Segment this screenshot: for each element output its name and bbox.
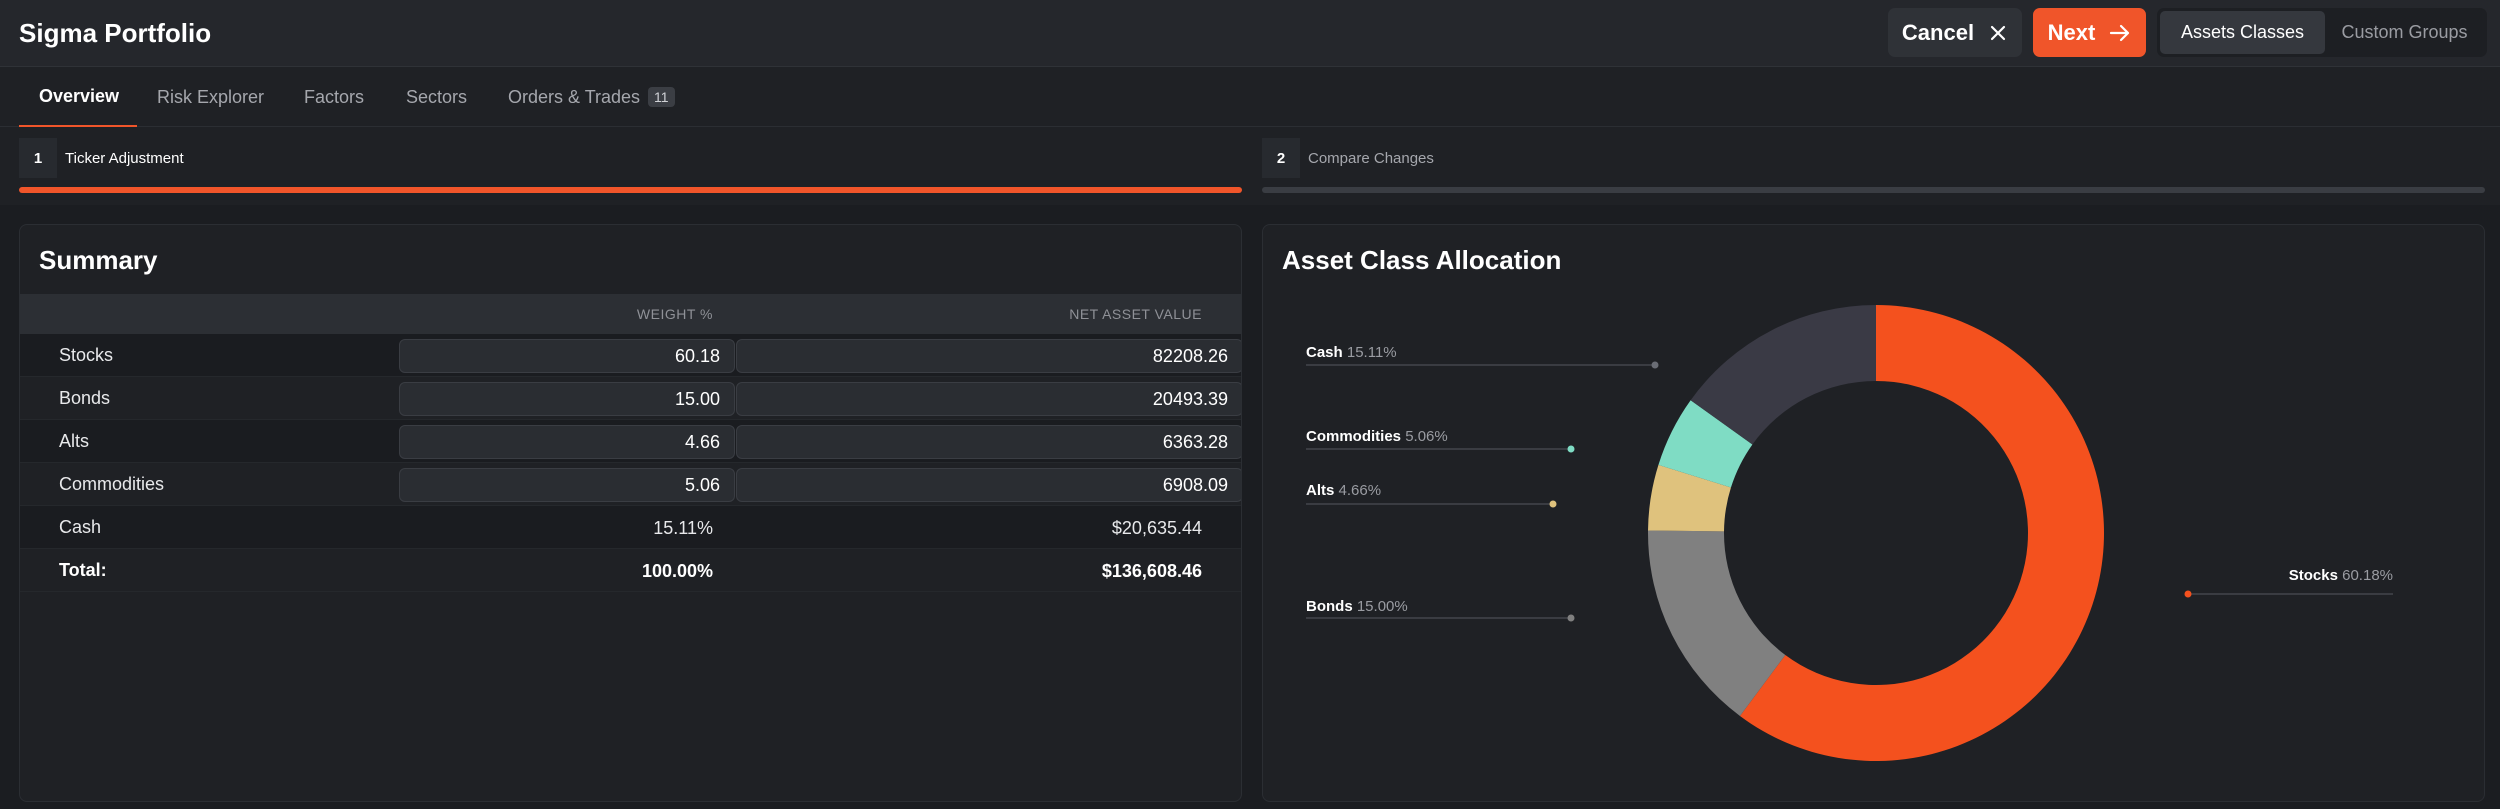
nav-input[interactable] bbox=[736, 382, 1241, 416]
grouping-toggle: Assets Classes Custom Groups bbox=[2157, 8, 2487, 57]
step-label: Ticker Adjustment bbox=[65, 149, 184, 167]
main-tabs: Overview Risk Explorer Factors Sectors O… bbox=[0, 67, 2500, 127]
tab-overview[interactable]: Overview bbox=[19, 67, 137, 127]
app-header: Sigma Portfolio Cancel Next Assets Class… bbox=[0, 0, 2500, 67]
table-row: Bonds bbox=[20, 377, 1241, 420]
column-header-nav: NET ASSET VALUE bbox=[1069, 306, 1202, 322]
summary-table-header: WEIGHT % NET ASSET VALUE bbox=[20, 294, 1241, 334]
leader-dot bbox=[1651, 361, 1659, 369]
donut-label-commodities: Commodities 5.06% bbox=[1306, 428, 1575, 453]
donut-slice-bonds[interactable] bbox=[1648, 530, 1786, 716]
step-number: 2 bbox=[1262, 138, 1300, 178]
total-weight: 100.00% bbox=[641, 561, 713, 581]
total-row: Total: 100.00% $136,608.46 bbox=[20, 549, 1241, 592]
allocation-donut-chart: Stocks 60.18% Bonds 15.00% Alts 4.66% Commo… bbox=[1306, 305, 2393, 761]
donut-slice-cash[interactable] bbox=[1690, 305, 1876, 445]
tab-factors-label: Factors bbox=[304, 86, 365, 107]
next-button[interactable]: Next bbox=[2033, 8, 2146, 57]
step-progress-active bbox=[19, 187, 1242, 193]
weight-input[interactable] bbox=[399, 468, 735, 502]
step-progress-inactive bbox=[1262, 187, 2485, 193]
table-row: Cash 15.11% $20,635.44 bbox=[20, 506, 1241, 549]
asset-class-name: Commodities bbox=[59, 474, 165, 494]
summary-panel: Summary WEIGHT % NET ASSET VALUE Stocks … bbox=[19, 224, 1242, 802]
leader-dot bbox=[1567, 614, 1575, 622]
nav-input[interactable] bbox=[736, 468, 1241, 502]
orders-count-badge: 11 bbox=[648, 87, 675, 107]
slice-percentage: 15.00% bbox=[1357, 598, 1408, 615]
slice-label-text: Cash 15.11% bbox=[1306, 344, 1397, 361]
slice-label-text: Alts 4.66% bbox=[1306, 482, 1381, 499]
slice-label-text: Bonds 15.00% bbox=[1306, 598, 1408, 615]
total-label: Total: bbox=[59, 560, 107, 580]
slice-percentage: 4.66% bbox=[1339, 482, 1382, 499]
weight-input[interactable] bbox=[399, 339, 735, 373]
leader-dot bbox=[1567, 445, 1575, 453]
table-row: Commodities bbox=[20, 463, 1241, 506]
tab-orders-trades[interactable]: Orders & Trades 11 bbox=[508, 67, 675, 127]
donut-slice-commodities[interactable] bbox=[1658, 400, 1753, 488]
total-nav: $136,608.46 bbox=[1101, 561, 1202, 581]
leader-dot bbox=[2184, 590, 2192, 598]
wizard-stepper: 1 Ticker Adjustment 2 Compare Changes bbox=[0, 127, 2500, 205]
leader-dot bbox=[1549, 500, 1557, 508]
slice-percentage: 5.06% bbox=[1405, 428, 1448, 445]
asset-class-name: Cash bbox=[59, 517, 102, 537]
asset-class-name: Alts bbox=[59, 431, 90, 451]
slice-label-text: Commodities 5.06% bbox=[1306, 428, 1448, 445]
weight-value: 15.11% bbox=[653, 518, 713, 538]
asset-class-name: Stocks bbox=[59, 345, 114, 365]
table-row: Stocks bbox=[20, 334, 1241, 377]
tab-orders-trades-label: Orders & Trades bbox=[508, 86, 641, 107]
step-number: 1 bbox=[19, 138, 57, 178]
step-label: Compare Changes bbox=[1308, 149, 1434, 167]
close-icon bbox=[1990, 25, 2006, 40]
asset-class-name: Bonds bbox=[59, 388, 111, 408]
nav-input[interactable] bbox=[736, 339, 1241, 373]
nav-value: $20,635.44 bbox=[1111, 518, 1202, 538]
step-compare-changes[interactable]: 2 Compare Changes bbox=[1262, 138, 1434, 178]
table-row: Alts bbox=[20, 420, 1241, 463]
segment-custom-groups[interactable]: Custom Groups bbox=[2341, 22, 2468, 42]
allocation-panel: Asset Class Allocation Stocks 60.18% Bond… bbox=[1262, 224, 2485, 802]
slice-label-text: Stocks 60.18% bbox=[2289, 567, 2393, 584]
tab-sectors[interactable]: Sectors bbox=[406, 67, 467, 127]
tab-risk-explorer[interactable]: Risk Explorer bbox=[157, 67, 264, 127]
cancel-button-label: Cancel bbox=[1901, 19, 1975, 45]
weight-input[interactable] bbox=[399, 382, 735, 416]
cancel-button[interactable]: Cancel bbox=[1888, 8, 2022, 57]
segment-assets-classes[interactable]: Assets Classes bbox=[2160, 11, 2325, 54]
slice-percentage: 15.11% bbox=[1347, 344, 1397, 361]
tab-sectors-label: Sectors bbox=[406, 86, 468, 107]
slice-name: Commodities bbox=[1306, 428, 1405, 445]
slice-name: Cash bbox=[1306, 344, 1347, 361]
tab-factors[interactable]: Factors bbox=[304, 67, 364, 127]
tab-risk-explorer-label: Risk Explorer bbox=[157, 86, 265, 107]
donut-label-bonds: Bonds 15.00% bbox=[1306, 598, 1575, 622]
app-title: Sigma Portfolio bbox=[19, 18, 212, 48]
next-button-label: Next bbox=[2047, 19, 2096, 45]
weight-input[interactable] bbox=[399, 425, 735, 459]
nav-input[interactable] bbox=[736, 425, 1241, 459]
donut-label-alts: Alts 4.66% bbox=[1306, 482, 1557, 508]
summary-title: Summary bbox=[39, 245, 158, 275]
allocation-title: Asset Class Allocation bbox=[1282, 245, 1562, 275]
slice-percentage: 60.18% bbox=[2342, 567, 2393, 584]
slice-name: Stocks bbox=[2289, 567, 2342, 584]
arrow-right-icon bbox=[2110, 24, 2130, 41]
donut-label-stocks: Stocks 60.18% bbox=[2184, 567, 2393, 598]
slice-name: Bonds bbox=[1306, 598, 1357, 615]
column-header-weight: WEIGHT % bbox=[636, 306, 713, 322]
tab-overview-label: Overview bbox=[39, 85, 120, 106]
donut-slice-alts[interactable] bbox=[1648, 464, 1731, 532]
slice-name: Alts bbox=[1306, 482, 1339, 499]
donut-slice-stocks[interactable] bbox=[1739, 305, 2104, 761]
donut-label-cash: Cash 15.11% bbox=[1306, 344, 1659, 369]
step-ticker-adjustment[interactable]: 1 Ticker Adjustment bbox=[19, 138, 184, 178]
